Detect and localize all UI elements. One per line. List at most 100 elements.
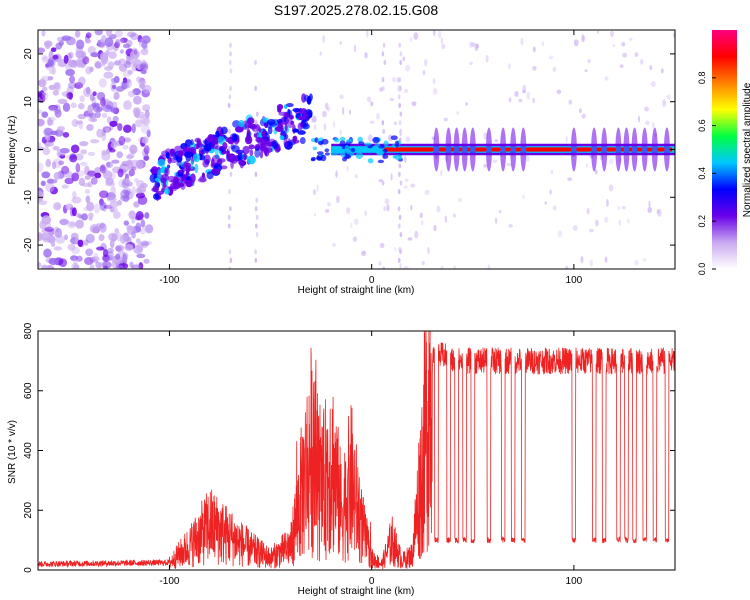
spectrogram-blob — [62, 102, 71, 112]
spectrogram-blob — [423, 58, 428, 67]
spectrogram-blob — [379, 87, 383, 92]
spectrogram-blob — [587, 58, 591, 64]
spectrogram-blob — [394, 154, 403, 161]
snr-xlabel: Height of straight line (km) — [298, 586, 415, 597]
spectrogram-blob — [483, 164, 488, 168]
spectrogram-blob — [261, 130, 266, 138]
spectrogram-blob — [115, 253, 121, 260]
spectrogram-blob — [404, 88, 408, 94]
spectrogram-blob — [86, 124, 94, 132]
spectrogram-blob — [367, 134, 373, 143]
spectrogram-blob — [289, 114, 294, 120]
spectrogram-blob — [370, 101, 374, 107]
spectrogram-streak — [255, 197, 259, 203]
carrier-segment — [657, 147, 665, 152]
spectrogram-blob — [53, 171, 61, 181]
spectrogram-blob — [458, 198, 463, 203]
spectrogram-blob — [38, 162, 44, 173]
spectrogram-blob — [421, 260, 425, 266]
carrier-spike — [433, 127, 440, 172]
spectrogram-blob — [474, 43, 479, 51]
spectrogram-blob — [98, 78, 107, 88]
spectrogram-blob — [322, 110, 327, 118]
spectrogram-blob — [69, 154, 78, 163]
spectrogram-blob — [324, 152, 330, 156]
spectrogram-blob — [657, 209, 662, 217]
spectrogram-blob — [242, 145, 250, 155]
carrier-spike — [651, 127, 658, 172]
spectrogram-blob — [131, 264, 142, 269]
spectrogram-blob — [123, 100, 132, 111]
spectrogram-blob — [532, 46, 536, 53]
spectrogram-blob — [526, 91, 531, 100]
spectrogram-blob — [354, 174, 359, 179]
spectrogram-blob — [102, 261, 112, 269]
spectrogram-blob — [364, 52, 368, 59]
spectrogram-blob — [339, 40, 342, 45]
spectrogram-blob — [136, 253, 146, 259]
spectrogram-blob — [111, 85, 117, 90]
spectrogram-blob — [403, 266, 409, 269]
spectrogram-blob — [115, 39, 121, 45]
spectrogram-blob — [578, 108, 582, 114]
carrier-segment — [620, 147, 625, 152]
spectrogram-blob — [71, 196, 82, 204]
spectrogram-blob — [55, 42, 63, 50]
spectrogram-blob — [87, 151, 96, 156]
spectrogram-blob — [352, 236, 358, 242]
spectrogram-blob — [59, 218, 69, 226]
spectrogram-blob — [108, 232, 118, 242]
spectrogram-blob — [90, 139, 100, 144]
spectrogram-blob — [96, 246, 105, 251]
spectrogram-blob — [394, 247, 397, 252]
spectrogram-blob — [316, 151, 324, 155]
spectrogram-blob — [203, 143, 212, 152]
spectrogram-blob — [110, 185, 116, 196]
spectrogram-blob — [122, 144, 129, 150]
spectrogram-blob — [637, 115, 641, 123]
spectrogram-blob — [353, 218, 359, 226]
spectrogram-blob — [565, 265, 568, 269]
spectrogram-blob — [378, 261, 382, 266]
spectrogram-blob — [211, 168, 220, 175]
spectrogram-blob — [297, 116, 307, 121]
spectrogram-blob — [199, 154, 206, 161]
spectrogram-blob — [190, 160, 194, 170]
spectrogram-blob — [312, 115, 317, 123]
spectrogram-blob — [113, 60, 121, 66]
spectrogram-blob — [118, 135, 126, 146]
spectrogram-blob — [266, 119, 276, 125]
spectrogram-blob — [85, 66, 93, 75]
colorbar-gradient — [712, 30, 737, 269]
spectrogram-blob — [135, 187, 143, 194]
spectrogram-blob — [339, 140, 346, 147]
spectrogram-blob — [202, 139, 209, 145]
spectrogram-blob — [94, 61, 102, 69]
spectrogram-blob — [666, 94, 671, 100]
spectrogram-blob — [244, 135, 253, 145]
spectrogram-streak — [398, 103, 401, 109]
spectrogram-blob — [589, 228, 594, 233]
spectrogram-blob — [392, 76, 396, 83]
spectrogram-blob — [119, 234, 127, 244]
spectrogram-blob — [85, 195, 91, 204]
spectrogram-streak — [399, 111, 403, 117]
spectrogram-blob — [51, 66, 56, 76]
spectrogram-blob — [355, 152, 363, 160]
spectrogram-blob — [549, 189, 552, 195]
spectrogram-blob — [131, 217, 136, 224]
spectrogram-blob — [119, 49, 124, 54]
spectrogram-blob — [135, 210, 144, 221]
spectrogram-streak — [228, 94, 232, 100]
colorbar: 0.0 0.2 0.4 0.6 0.8 Normalized spectral ampl… — [697, 30, 750, 275]
spectrogram-blob — [194, 137, 202, 143]
spectrogram-blob — [386, 204, 390, 212]
spectrogram-blob — [313, 189, 317, 195]
spectrogram-blob — [114, 30, 123, 38]
spectrogram-blob — [118, 178, 127, 188]
spectrogram-blob — [162, 182, 167, 188]
spectrogram-blob — [124, 243, 134, 252]
spectrogram-blob — [189, 173, 196, 183]
spectrogram-blob — [75, 120, 83, 125]
spectrogram-blob — [407, 237, 413, 241]
